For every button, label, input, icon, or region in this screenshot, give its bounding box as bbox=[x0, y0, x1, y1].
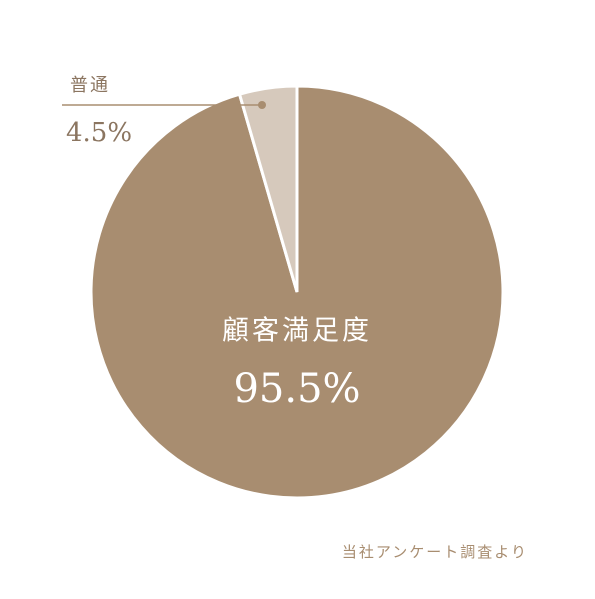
leader-dot bbox=[258, 101, 266, 109]
slice-label: 普通 bbox=[70, 75, 110, 96]
slice-value-label: 95.5% bbox=[233, 366, 360, 412]
pie-slice bbox=[237, 84, 299, 293]
slice-label: 顧客満足度 bbox=[222, 316, 372, 347]
source-note: 当社アンケート調査より bbox=[342, 543, 528, 561]
slice-value-label: 4.5% bbox=[66, 118, 132, 148]
